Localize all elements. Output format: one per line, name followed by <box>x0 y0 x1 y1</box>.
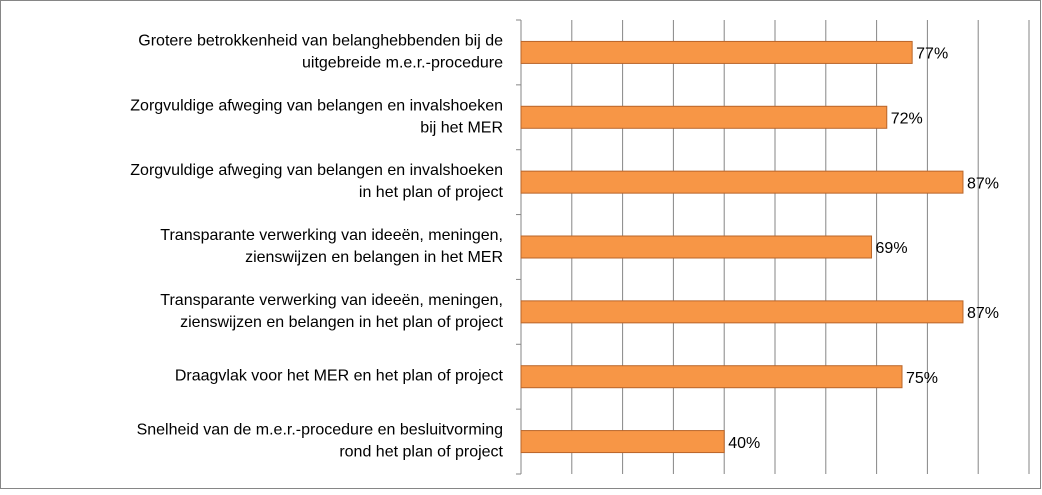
y-tick-label: Transparante verwerking van ideeën, meni… <box>160 227 503 266</box>
bar <box>520 300 964 324</box>
bar <box>520 40 913 64</box>
y-tick-label: Zorgvuldige afweging van belangen en inv… <box>130 162 503 201</box>
bar <box>520 105 888 129</box>
bar <box>520 170 964 194</box>
data-label: 40% <box>728 435 760 452</box>
data-label: 87% <box>967 305 999 322</box>
data-label: 87% <box>967 175 999 192</box>
y-tick-label: Snelheid van de m.e.r.-procedure en besl… <box>137 422 504 461</box>
data-label: 72% <box>891 111 923 128</box>
y-tick-label: Draagvlak voor het MER en het plan of pr… <box>175 368 504 385</box>
y-tick-label: Transparante verwerking van ideeën, meni… <box>160 292 503 331</box>
bar <box>520 430 725 454</box>
data-label: 69% <box>876 240 908 257</box>
y-tick-label: Grotere betrokkenheid van belanghebbende… <box>138 33 503 72</box>
bar <box>520 235 873 259</box>
data-label: 75% <box>906 370 938 387</box>
data-label: 77% <box>916 46 948 63</box>
bar <box>520 365 903 389</box>
y-tick-label: Zorgvuldige afweging van belangen en inv… <box>130 98 503 137</box>
